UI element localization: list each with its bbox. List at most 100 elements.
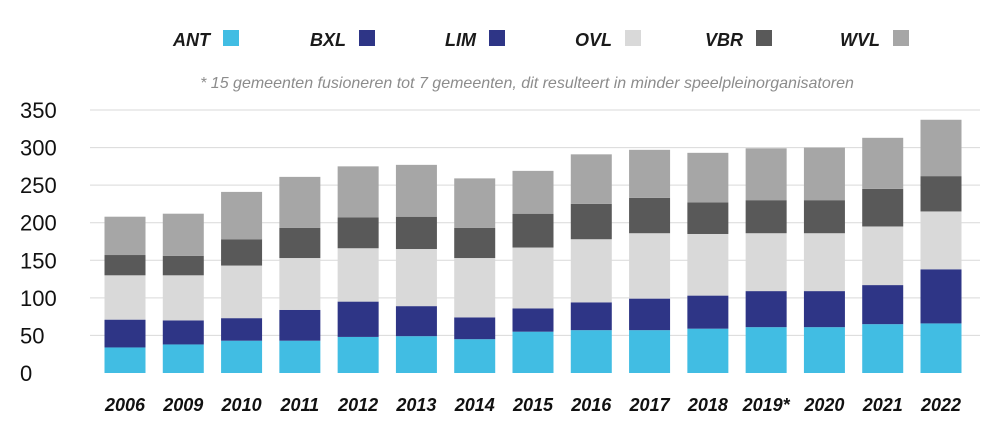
- legend-item-ovl: OVL: [575, 30, 641, 50]
- y-tick-label: 350: [20, 98, 57, 123]
- bar-segment-ant: [395, 336, 437, 373]
- bar-segment-wvl: [745, 148, 787, 201]
- x-tick-label: 2019*: [742, 395, 791, 415]
- bar-stack: [454, 178, 496, 373]
- legend-item-bxl: BXL: [310, 30, 375, 50]
- bar-stack: [279, 176, 321, 373]
- bars: [104, 119, 962, 373]
- bar-segment-wvl: [512, 170, 554, 214]
- x-tick-label: 2017: [629, 395, 671, 415]
- x-tick-label: 2012: [337, 395, 378, 415]
- y-tick-label: 150: [20, 248, 57, 273]
- x-tick-label: 2009: [162, 395, 203, 415]
- y-tick-label: 50: [20, 323, 44, 348]
- bar-segment-ant: [454, 339, 496, 373]
- x-tick-label: 2021: [862, 395, 903, 415]
- bar-segment-bxl: [221, 318, 263, 341]
- legend-swatch: [223, 30, 239, 46]
- bar-segment-bxl: [454, 317, 496, 340]
- bar-segment-ant: [337, 336, 379, 373]
- bar-segment-vbr: [162, 255, 204, 276]
- bar-segment-vbr: [279, 227, 321, 259]
- legend-label: LIM: [445, 30, 477, 50]
- x-axis: 2006 2009 2010 2011 2012 2013 2014 2015 2016 2017…: [104, 395, 961, 415]
- bar-stack: [337, 166, 379, 373]
- x-tick-label: 2013: [395, 395, 436, 415]
- bar-segment-wvl: [570, 154, 612, 204]
- bar-stack: [512, 170, 554, 373]
- bar-segment-bxl: [395, 306, 437, 337]
- bar-stack: [162, 213, 204, 373]
- bar-stack: [570, 154, 612, 373]
- bar-segment-wvl: [454, 178, 496, 228]
- bar-segment-ant: [221, 340, 263, 373]
- bar-segment-vbr: [512, 213, 554, 248]
- bar-segment-vbr: [629, 197, 671, 234]
- legend-swatch: [625, 30, 641, 46]
- bar-stack: [687, 152, 729, 373]
- bar-segment-wvl: [862, 137, 904, 189]
- x-tick-label: 2006: [104, 395, 146, 415]
- bar-segment-vbr: [920, 176, 962, 212]
- bar-segment-ant: [745, 327, 787, 373]
- bar-segment-ovl: [803, 233, 845, 292]
- legend-swatch: [893, 30, 909, 46]
- bar-segment-bxl: [279, 309, 321, 341]
- bar-segment-vbr: [687, 202, 729, 234]
- bar-segment-bxl: [512, 308, 554, 332]
- bar-segment-ant: [570, 330, 612, 373]
- bar-segment-wvl: [395, 164, 437, 217]
- legend-item-ant: ANT: [172, 30, 239, 50]
- bar-segment-bxl: [162, 320, 204, 345]
- bar-stack: [104, 216, 146, 373]
- x-tick-label: 2015: [512, 395, 554, 415]
- bar-segment-ant: [920, 323, 962, 373]
- chart-note: * 15 gemeenten fusioneren tot 7 gemeente…: [200, 75, 854, 92]
- bar-segment-vbr: [745, 200, 787, 234]
- bar-segment-ovl: [337, 248, 379, 302]
- x-tick-label: 2011: [279, 395, 319, 415]
- bar-segment-bxl: [920, 269, 962, 324]
- bar-segment-vbr: [803, 200, 845, 234]
- bar-segment-ant: [104, 347, 146, 373]
- bar-segment-ovl: [104, 275, 146, 320]
- bar-segment-ovl: [221, 265, 263, 319]
- legend-swatch: [756, 30, 772, 46]
- legend-item-wvl: WVL: [840, 30, 909, 50]
- bar-segment-bxl: [687, 295, 729, 329]
- legend-label: VBR: [705, 30, 743, 50]
- y-tick-label: 200: [20, 211, 57, 236]
- y-axis: 0 50 100 150 200 250 300 350: [20, 98, 57, 386]
- bar-segment-wvl: [221, 191, 263, 240]
- x-tick-label: 2020: [803, 395, 844, 415]
- bar-segment-ant: [279, 340, 321, 373]
- bar-segment-ovl: [687, 233, 729, 296]
- y-tick-label: 250: [20, 173, 57, 198]
- bar-segment-ant: [162, 344, 204, 373]
- bar-segment-bxl: [570, 302, 612, 331]
- bar-segment-vbr: [104, 255, 146, 276]
- legend-label: BXL: [310, 30, 346, 50]
- bar-segment-ovl: [395, 249, 437, 307]
- bar-segment-wvl: [687, 152, 729, 203]
- bar-stack: [803, 147, 845, 373]
- legend-item-vbr: VBR: [705, 30, 772, 50]
- legend-label: WVL: [840, 30, 880, 50]
- bar-segment-ovl: [920, 211, 962, 270]
- bar-segment-ovl: [862, 226, 904, 286]
- bar-segment-vbr: [337, 217, 379, 249]
- x-tick-label: 2014: [454, 395, 495, 415]
- bar-segment-bxl: [862, 285, 904, 325]
- bar-stack: [395, 164, 437, 373]
- bar-segment-vbr: [570, 203, 612, 240]
- y-tick-label: 100: [20, 286, 57, 311]
- bar-stack: [920, 119, 962, 373]
- y-tick-label: 0: [20, 361, 32, 386]
- bar-segment-vbr: [221, 239, 263, 266]
- legend-item-lim: LIM: [445, 30, 505, 50]
- legend-swatch: [359, 30, 375, 46]
- bar-segment-bxl: [745, 291, 787, 328]
- bar-segment-vbr: [862, 188, 904, 227]
- bar-segment-ovl: [570, 239, 612, 303]
